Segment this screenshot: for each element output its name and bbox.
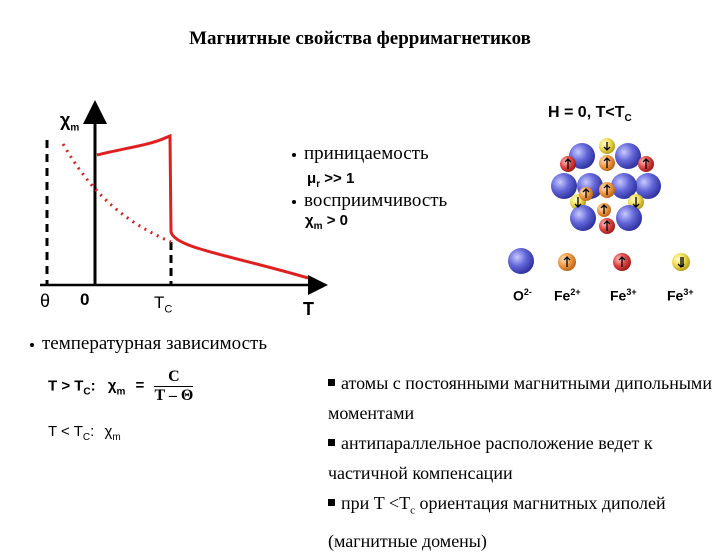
permeability-text: приницаемость <box>304 143 429 164</box>
legend-fe2: Fe2+ <box>554 287 581 304</box>
paramagnetic-curve <box>61 143 172 244</box>
mu-sub: r <box>316 179 321 190</box>
oxygen-ion <box>616 205 642 231</box>
oxygen-ion <box>615 143 641 169</box>
legend-label: Fe <box>610 287 627 304</box>
legend-label: O <box>513 287 524 304</box>
oxygen-ion <box>551 173 577 199</box>
oxygen-legend-ball <box>508 248 534 274</box>
square-bullet <box>328 379 335 387</box>
zero-label: 0 <box>80 290 90 309</box>
low-temp-formula: T < TC: χm <box>48 423 121 443</box>
low-temp-condition: T < T <box>48 423 83 440</box>
tc-symbol: T <box>154 293 165 312</box>
oxygen-ion <box>635 173 661 199</box>
lattice-header-text: H = 0, T<T <box>548 104 625 121</box>
oxygen-ion <box>570 205 596 231</box>
mu-symbol: μ <box>307 170 317 187</box>
theta-label: θ <box>40 291 51 311</box>
chi-symbol: χ <box>305 212 314 229</box>
y-axis-symbol: χ <box>60 110 71 130</box>
susceptibility-text: восприимчивость <box>304 190 448 211</box>
legend-fe3-up: Fe3+ <box>610 287 637 304</box>
temperature-heading-text: температурная зависимость <box>42 333 268 354</box>
note-text: при T <T <box>341 493 411 513</box>
note-text: атомы с постоянными магнитными дипольным… <box>328 373 712 423</box>
lattice-header: H = 0, T<TC <box>548 104 632 124</box>
note-item: атомы с постоянными магнитными дипольным… <box>328 368 713 428</box>
susceptibility-item: восприимчивость <box>292 190 447 212</box>
high-temp-condition: T > T <box>48 377 84 395</box>
denominator: T – Θ <box>154 387 194 404</box>
note-text: антипараллельное расположение ведет к ча… <box>328 433 653 483</box>
note-item: антипараллельное расположение ведет к ча… <box>328 428 713 488</box>
susceptibility-graph <box>40 100 328 295</box>
lattice-header-sub: C <box>624 113 632 125</box>
legend-charge: 2- <box>523 287 532 297</box>
bullet <box>30 342 34 347</box>
y-axis-sub: m <box>70 122 80 134</box>
note-sub: c <box>410 504 415 517</box>
x-axis-label: T <box>303 299 314 319</box>
y-axis-label: χm <box>60 110 79 134</box>
legend-charge: 3+ <box>626 287 637 297</box>
note-item: при T <Tc ориентация магнитных диполей (… <box>328 488 713 556</box>
bullet <box>292 152 296 157</box>
ferrimagnetic-curve <box>96 133 309 280</box>
high-temp-sub: C <box>83 386 91 398</box>
permeability-item: приницаемость <box>292 143 429 165</box>
low-temp-sub: C <box>82 432 91 443</box>
tc-label: TC <box>154 293 172 315</box>
low-chi-symbol: χ <box>104 423 113 440</box>
chi-value: > 0 <box>326 212 348 229</box>
bullet <box>292 199 296 204</box>
chi-symbol: χ <box>107 377 117 395</box>
tc-sub: C <box>164 303 173 316</box>
square-bullet <box>328 499 335 507</box>
low-colon: : <box>90 423 95 440</box>
slide-title: Магнитные свойства ферримагнетиков <box>189 28 531 49</box>
numerator: C <box>154 368 194 387</box>
legend-label: Fe <box>554 287 571 304</box>
equals-sign: = <box>135 377 145 395</box>
chi-sub: m <box>116 386 126 398</box>
ion-legend <box>508 248 690 274</box>
mu-formula: μr >> 1 <box>307 170 354 190</box>
legend-fe3-down: Fe3+ <box>667 287 694 304</box>
legend-charge: 2+ <box>570 287 581 297</box>
legend-o2: O2- <box>513 287 532 304</box>
high-colon: : <box>90 377 96 395</box>
chi-formula: χm > 0 <box>305 212 348 232</box>
low-chi-sub: m <box>112 432 121 443</box>
temperature-heading: температурная зависимость <box>30 333 267 355</box>
notes-block: атомы с постоянными магнитными дипольным… <box>328 368 713 556</box>
spinel-lattice <box>551 138 661 234</box>
legend-charge: 3+ <box>683 287 694 297</box>
legend-label: Fe <box>667 287 684 304</box>
square-bullet <box>328 439 335 447</box>
chi-sub: m <box>313 221 323 232</box>
oxygen-ion <box>611 173 637 199</box>
mu-value: >> 1 <box>324 170 355 187</box>
